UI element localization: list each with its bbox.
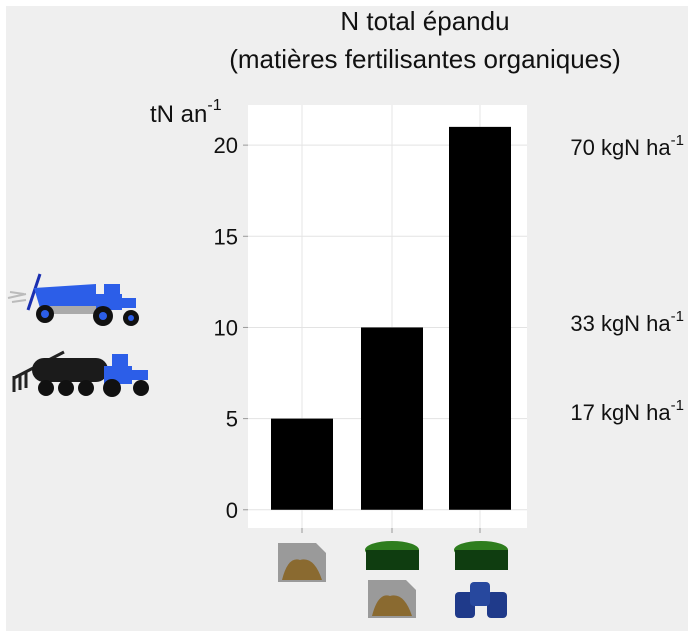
y-tick-label: 15 [214, 224, 238, 249]
y-tick-label: 5 [226, 407, 238, 432]
chart-title: N total épandu [340, 6, 509, 36]
silo-icon [454, 541, 508, 570]
bar [449, 127, 511, 510]
chart-title: (matières fertilisantes organiques) [229, 44, 621, 74]
y-tick-label: 0 [226, 498, 238, 523]
bar [361, 327, 423, 509]
chart: N total épandu (matières fertilisantes o… [0, 0, 694, 637]
annotation-sup: -1 [671, 397, 684, 414]
annotation-text: 33 kgN ha [570, 311, 671, 336]
y-tick-label: 10 [214, 315, 238, 340]
y-axis-label-text: tN an [150, 101, 207, 128]
bar [271, 419, 333, 510]
annotation: 70 kgN ha-1 [570, 132, 684, 160]
annotation-text: 70 kgN ha [570, 135, 671, 160]
manure-icon [368, 580, 416, 618]
silo-icon [365, 541, 419, 570]
annotation: 33 kgN ha-1 [570, 308, 684, 336]
annotation-sup: -1 [671, 308, 684, 325]
y-tick-label: 20 [214, 133, 238, 158]
annotation-text: 17 kgN ha [570, 400, 671, 425]
y-axis-label-sup: -1 [207, 97, 221, 114]
annotation: 17 kgN ha-1 [570, 397, 684, 425]
manure-icon [278, 543, 326, 582]
annotation-sup: -1 [671, 132, 684, 149]
